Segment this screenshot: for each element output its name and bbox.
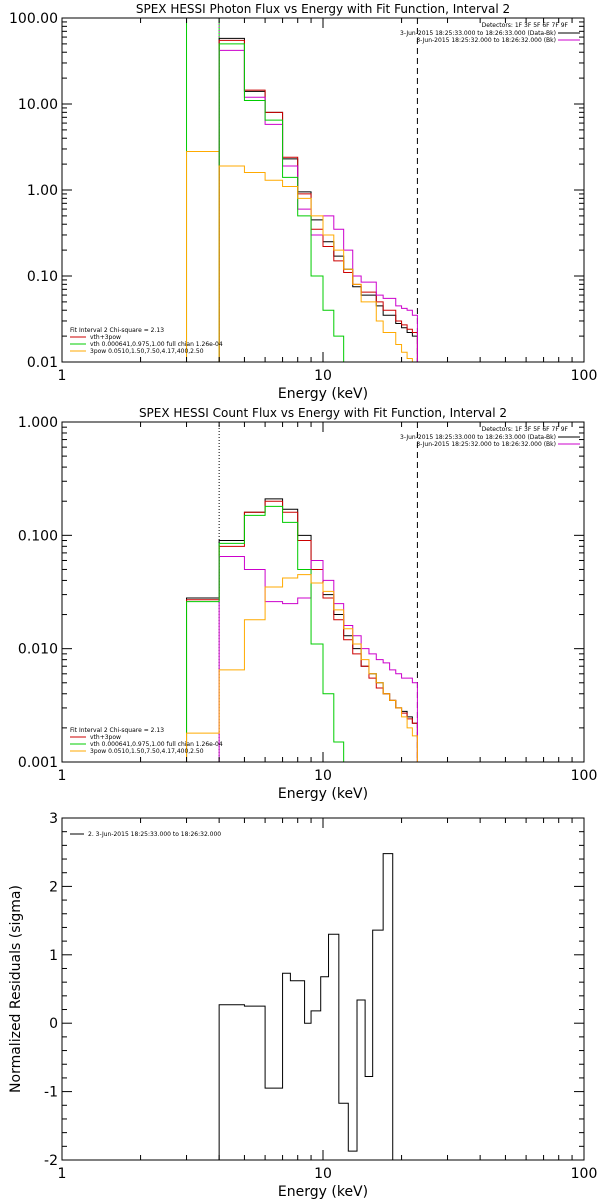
series-vth	[218, 43, 418, 362]
plot-frame	[61, 817, 585, 1161]
legend-entry: 3-Jun-2015 18:25:32.000 to 18:26:32.000 …	[416, 441, 556, 448]
legend-entry: 3-Jun-2015 18:25:33.000 to 18:26:33.000 …	[400, 30, 556, 37]
series-vth	[186, 505, 418, 762]
series-3pow	[186, 574, 418, 762]
legend-entry: vth+3pow	[90, 734, 121, 741]
legend-entry: 2. 3-Jun-2015 18:25:33.000 to 18:26:32.0…	[88, 831, 221, 838]
chart-title: SPEX HESSI Photon Flux vs Energy with Fi…	[136, 2, 510, 16]
series-data-bk	[186, 498, 418, 762]
x-axis-label: Energy (keV)	[278, 1184, 368, 1200]
y-tick-label: 0.001	[18, 755, 58, 771]
y-tick-label: -1	[44, 1085, 58, 1101]
y-tick-label: 10.00	[18, 97, 58, 113]
y-tick-label: 0	[49, 1016, 58, 1032]
legend-entry: 3pow 0.0510,1.50,7.50,4.17,400,2.50	[90, 748, 204, 755]
y-tick-label: 0.100	[18, 528, 58, 544]
y-tick-label: 0.01	[27, 355, 58, 371]
x-tick-label: 10	[314, 768, 332, 784]
legend-entry: 3-Jun-2015 18:25:33.000 to 18:26:33.000 …	[400, 434, 556, 441]
legend-entry: vth+3pow	[90, 334, 121, 341]
plot-area	[218, 853, 394, 1160]
x-axis-label: Energy (keV)	[278, 386, 368, 402]
chart-title: SPEX HESSI Count Flux vs Energy with Fit…	[139, 406, 507, 420]
x-tick-label: 1	[58, 768, 67, 784]
x-tick-label: 1	[58, 368, 67, 384]
y-tick-label: -2	[44, 1153, 58, 1169]
count-flux-panel: SPEX HESSI Count Flux vs Energy with Fit…	[18, 406, 597, 802]
x-axis-label: Energy (keV)	[278, 786, 368, 802]
y-tick-label: 0.010	[18, 642, 58, 658]
x-tick-label: 10	[314, 1166, 332, 1182]
legend-header: Fit Interval 2 Chi-square = 2.13	[70, 327, 164, 334]
legend-header: Detectors: 1F 3F 5F 6F 7F 9F	[482, 22, 569, 29]
y-tick-label: 3	[49, 811, 58, 827]
series-bk	[186, 556, 418, 762]
photon-flux-panel: SPEX HESSI Photon Flux vs Energy with Fi…	[9, 2, 597, 402]
series-bk	[218, 49, 418, 362]
plot-area	[186, 422, 418, 762]
series-data-bk	[218, 37, 418, 362]
y-tick-label: 2	[49, 879, 58, 895]
legend-entry: vth 0.000641,0.975,1.00 full chian 1.26e…	[90, 341, 223, 348]
legend-header: Fit Interval 2 Chi-square = 2.13	[70, 727, 164, 734]
x-tick-label: 100	[571, 368, 598, 384]
extra-histogram-bin	[186, 151, 220, 362]
y-tick-label: 1	[49, 948, 58, 964]
y-axis-label: Normalized Residuals (sigma)	[8, 885, 24, 1093]
y-tick-label: 100.00	[9, 11, 58, 27]
legend-header: Detectors: 1F 3F 5F 6F 7F 9F	[482, 426, 569, 433]
legend-entry: 3-Jun-2015 18:25:32.000 to 18:26:32.000 …	[416, 37, 556, 44]
x-tick-label: 100	[571, 1166, 598, 1182]
x-tick-label: 100	[571, 768, 598, 784]
legend-entry: 3pow 0.0510,1.50,7.50,4.17,400,2.50	[90, 348, 204, 355]
residuals-panel: 1 10 100 Energy (keV) -2 -1 0 1 2 3 Normalized Res…	[8, 811, 597, 1200]
series-vth-3pow	[218, 39, 418, 362]
legend-entry: vth 0.000641,0.975,1.00 full chian 1.26e…	[90, 741, 223, 748]
series-3pow	[218, 165, 418, 362]
y-tick-label: 1.00	[27, 183, 58, 199]
series-residuals	[218, 853, 394, 1160]
x-tick-label: 10	[314, 368, 332, 384]
y-tick-label: 0.10	[27, 269, 58, 285]
y-tick-label: 1.000	[18, 415, 58, 431]
plot-area	[186, 18, 418, 362]
x-tick-label: 1	[58, 1166, 67, 1182]
